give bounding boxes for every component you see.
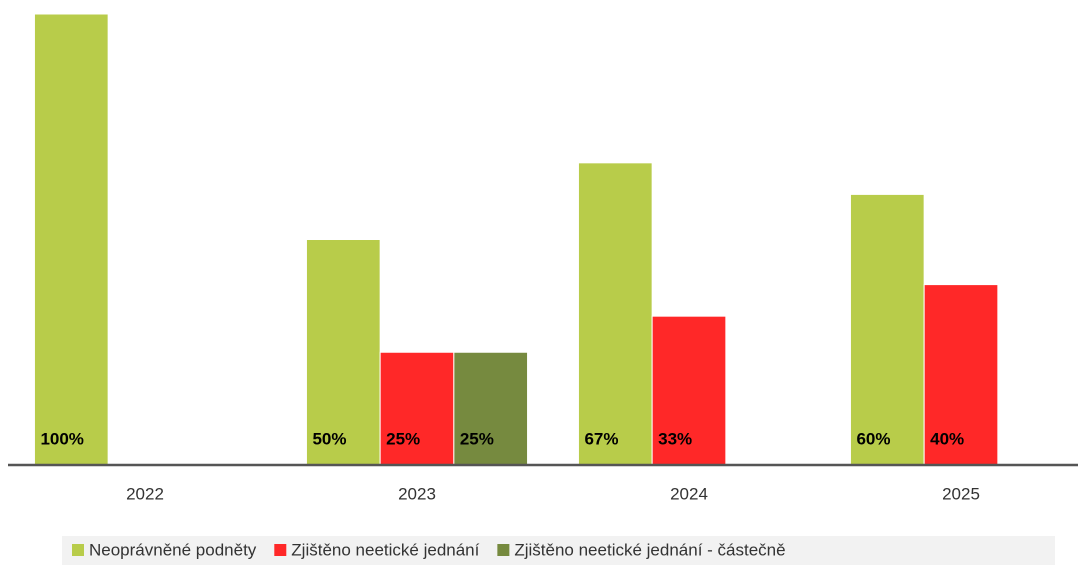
data-label: 50% <box>312 429 346 448</box>
x-tick-label: 2022 <box>126 484 164 503</box>
legend-label: Neoprávněné podněty <box>89 540 257 559</box>
bar <box>379 351 455 466</box>
legend-swatch <box>72 544 84 556</box>
x-tick-label: 2025 <box>942 484 980 503</box>
bar <box>577 162 653 466</box>
bar <box>849 193 925 466</box>
data-label: 60% <box>856 429 890 448</box>
data-label: 40% <box>930 429 964 448</box>
x-tick-label: 2024 <box>670 484 708 503</box>
legend-box <box>62 536 1055 565</box>
bar <box>33 13 109 466</box>
bar <box>453 351 529 466</box>
legend-swatch <box>497 544 510 556</box>
legend-label: Zjištěno neetické jednání - částečně <box>514 540 785 559</box>
data-label: 25% <box>460 429 494 448</box>
data-label: 100% <box>40 429 83 448</box>
bar <box>651 315 727 466</box>
data-label: 33% <box>658 429 692 448</box>
data-label: 67% <box>584 429 618 448</box>
legend-swatch <box>274 544 287 556</box>
x-tick-label: 2023 <box>398 484 436 503</box>
legend-label: Zjištěno neetické jednání <box>291 540 479 559</box>
data-label: 25% <box>386 429 420 448</box>
bar <box>305 239 381 466</box>
